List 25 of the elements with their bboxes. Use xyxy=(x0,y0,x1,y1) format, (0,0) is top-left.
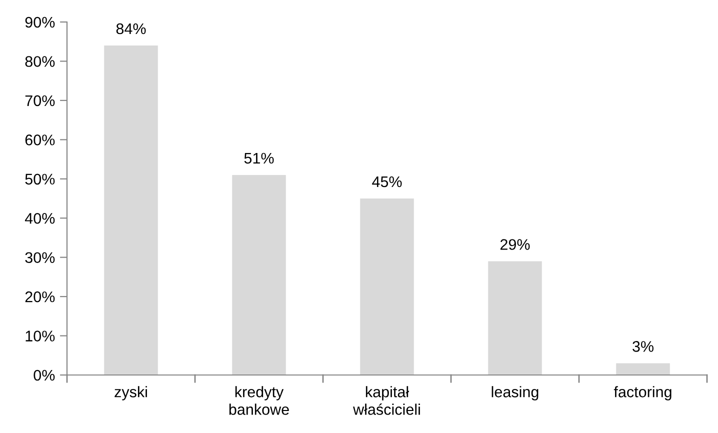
data-label: 3% xyxy=(632,341,654,352)
bar xyxy=(488,261,542,375)
y-tick-label: 40% xyxy=(24,212,55,224)
x-tick-label: kapitał właścicieli xyxy=(353,386,420,415)
y-tick-label: 60% xyxy=(25,134,55,146)
y-tick-label: 0% xyxy=(34,370,55,381)
bar xyxy=(104,46,158,375)
y-tick-label: 50% xyxy=(25,174,55,185)
x-tick-label: kredyty bankowe xyxy=(229,386,289,415)
data-label: 84% xyxy=(116,23,146,34)
x-tick-label: leasing xyxy=(492,386,538,400)
x-tick-label: zyski xyxy=(114,386,147,400)
y-tick-label: 70% xyxy=(25,95,55,106)
data-label: 51% xyxy=(244,152,274,164)
y-tick-label: 90% xyxy=(25,16,55,28)
data-label: 45% xyxy=(372,176,402,188)
y-tick-label: 20% xyxy=(25,291,55,302)
bar xyxy=(616,363,670,375)
y-tick-label: 30% xyxy=(25,252,55,264)
x-tick-label: factoring xyxy=(614,386,672,400)
bar xyxy=(232,174,286,375)
y-tick-label: 80% xyxy=(25,56,55,67)
bar xyxy=(360,198,414,375)
data-label: 29% xyxy=(500,239,530,250)
y-tick-label: 10% xyxy=(26,330,55,342)
